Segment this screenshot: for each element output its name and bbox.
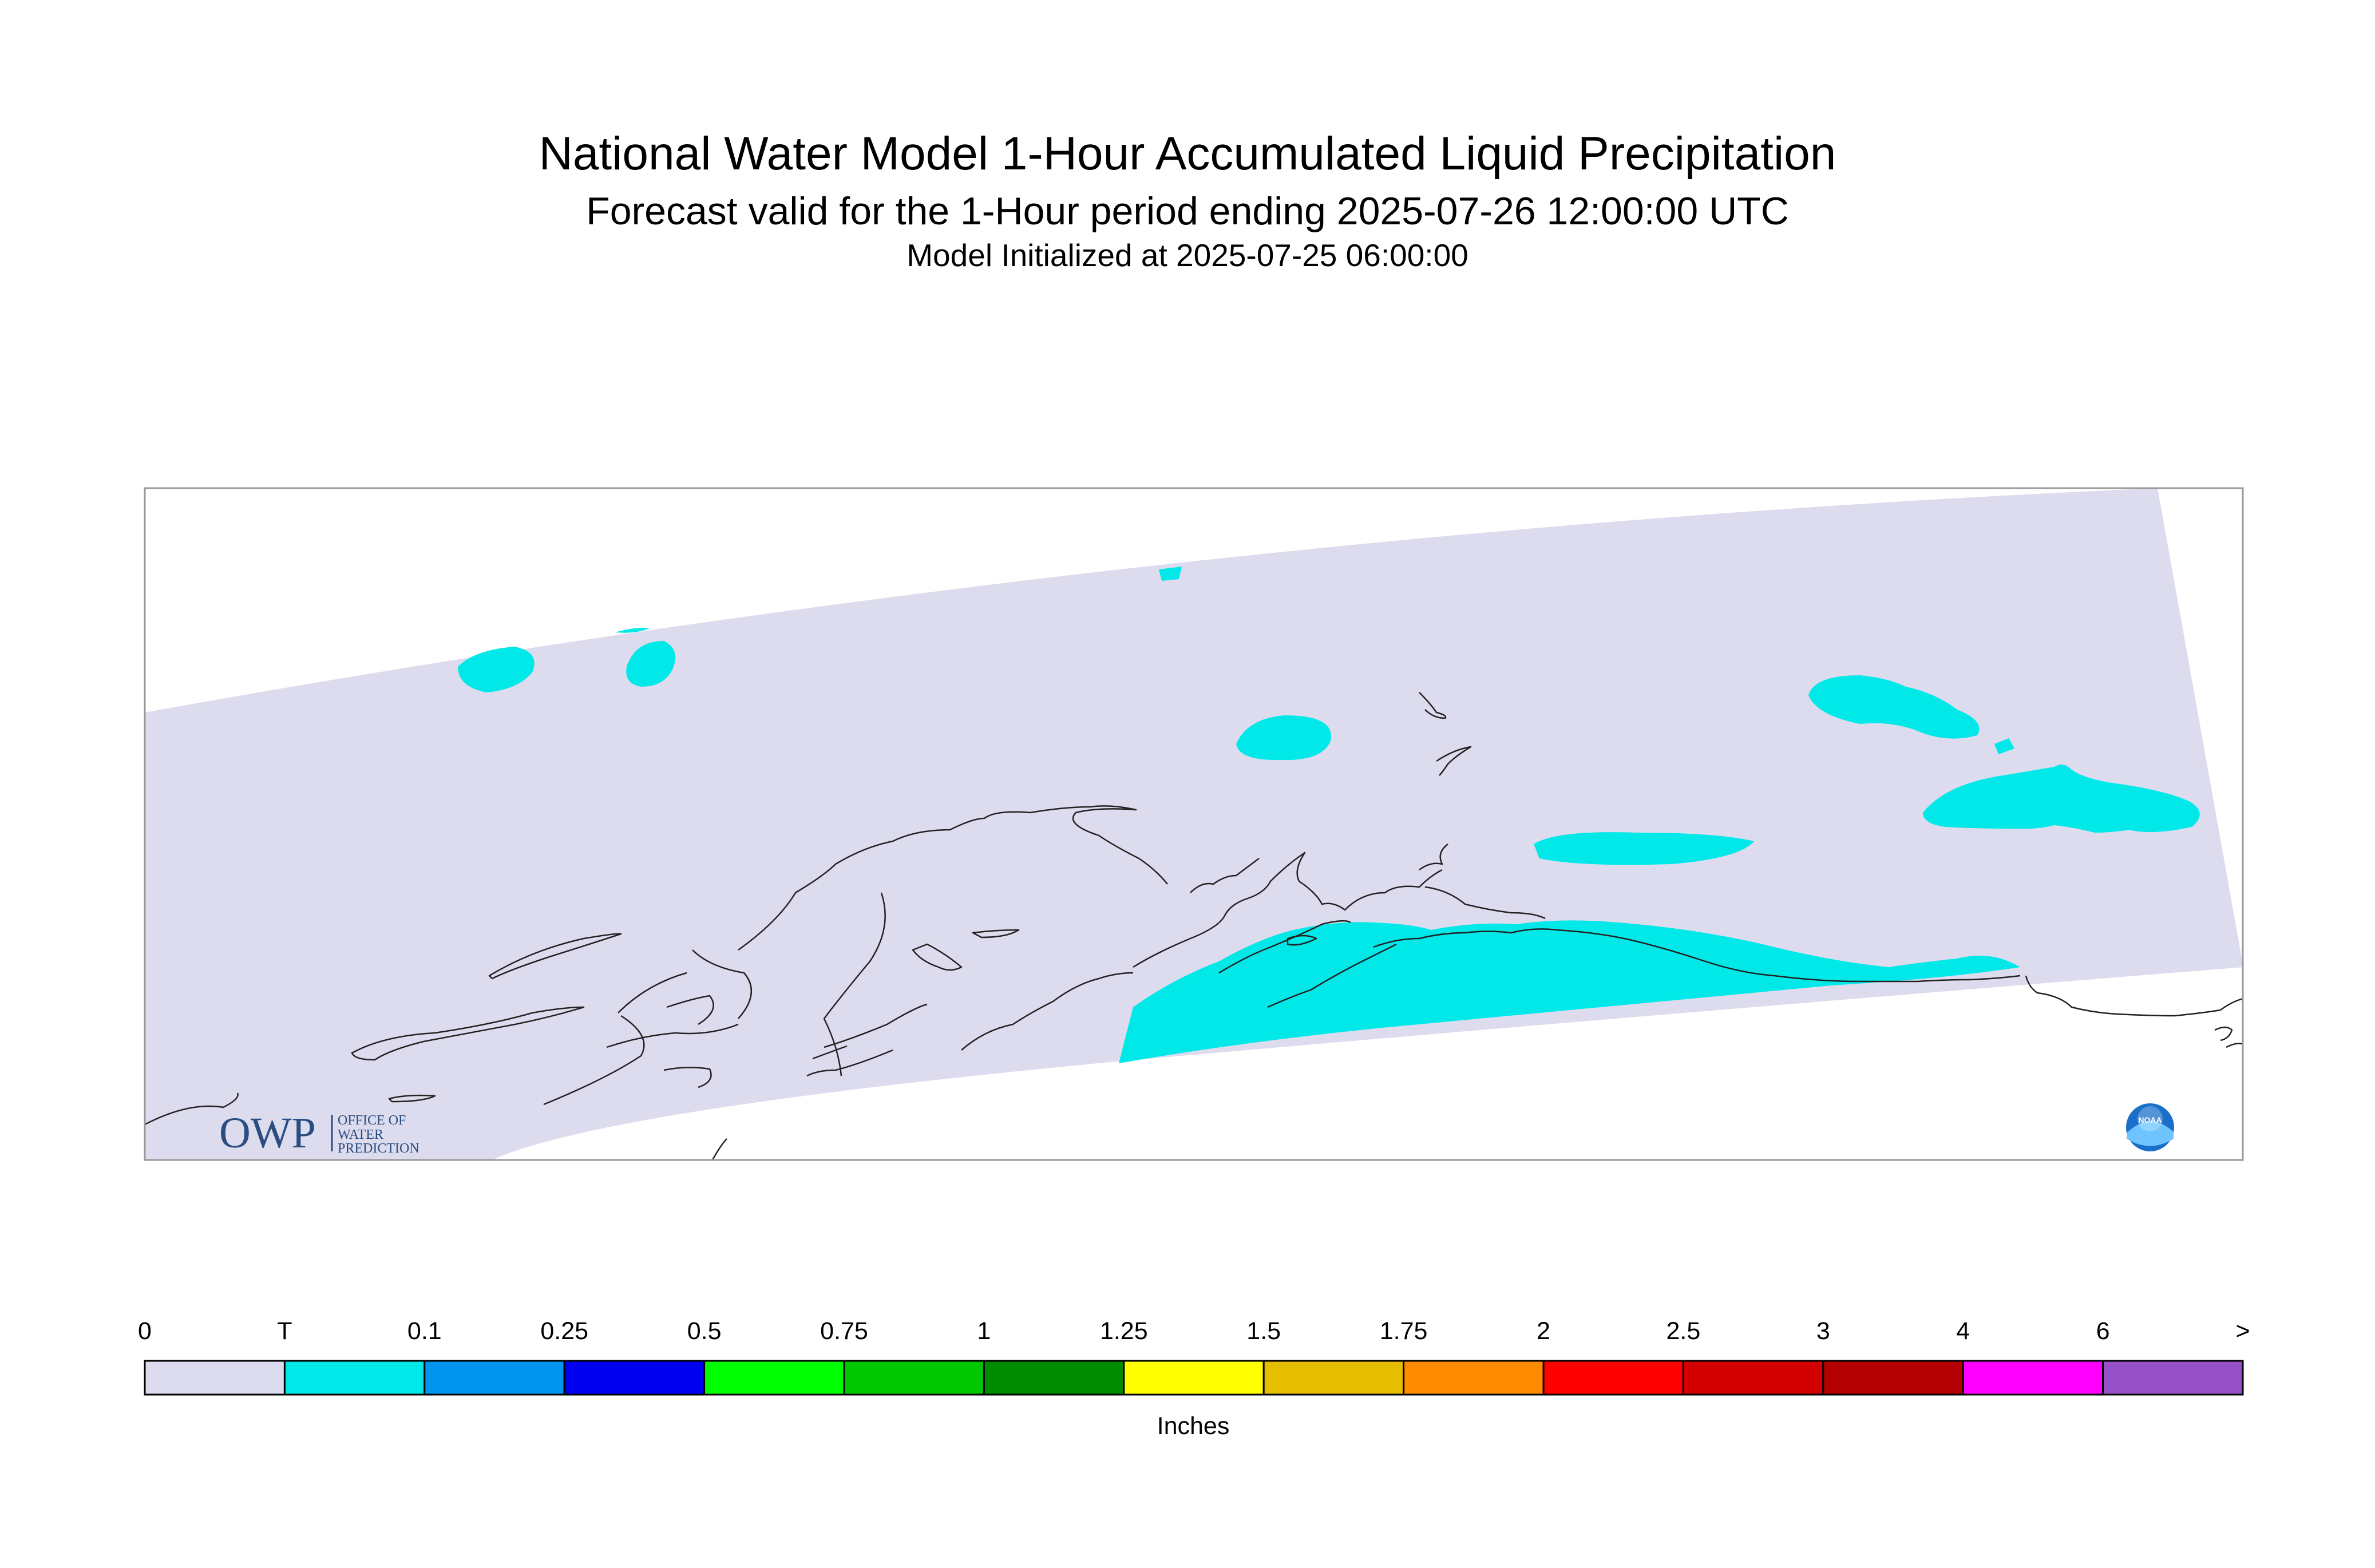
coastline [912,943,963,971]
coastline [823,892,886,1076]
coastline [711,1138,727,1160]
coastline [388,1094,436,1103]
legend-tick-label: 2 [1537,1317,1550,1345]
model-domain-area [145,488,2243,1160]
coastline [812,1045,848,1060]
coastline [1133,852,1443,968]
owp-logo: OWP OFFICE OF WATER PREDICTION [219,1109,419,1157]
precip-area [615,628,650,633]
coastline [351,1006,585,1061]
coastline [1190,858,1260,893]
legend-swatch [1262,1360,1405,1396]
model-init-label: Model Initialized at 2025-07-25 06:00:00 [907,237,1468,273]
legend-tick-label: > [2235,1317,2250,1345]
legend-swatch [1682,1360,1824,1396]
legend-tick-label: 1.25 [1099,1317,1148,1345]
svg-text:WATER: WATER [338,1127,383,1142]
legend-swatch [283,1360,426,1396]
coastline [1267,943,1397,1008]
precip-area [1236,715,1331,761]
legend-swatch [1403,1360,1545,1396]
svg-text:OWP: OWP [219,1109,316,1157]
legend-swatch [843,1360,985,1396]
legend-swatch [563,1360,706,1396]
legend-swatch [983,1360,1125,1396]
legend-swatch [1123,1360,1265,1396]
legend-tick-label: 2.5 [1666,1317,1701,1345]
coastline [2214,1026,2233,1042]
precip-area [1119,920,2020,1063]
legend-swatch [1962,1360,2104,1396]
coastline [824,1003,928,1048]
coastline [1436,746,1472,776]
map-title: National Water Model 1-Hour Accumulated … [539,128,1836,180]
coastline [806,1049,893,1077]
map-subtitle: Forecast valid for the 1-Hour period end… [586,189,1789,233]
precip-area [1159,567,1182,581]
coastline [961,972,1134,1051]
coastline [488,933,622,980]
svg-text:PREDICTION: PREDICTION [338,1141,419,1156]
legend-tick-label: 1.75 [1379,1317,1428,1345]
coastline [2025,975,2221,1017]
trace-precip-areas [458,567,2200,1063]
legend-swatch [2102,1360,2244,1396]
legend-tick-label: 6 [2096,1317,2110,1345]
legend-tick-label: 4 [1956,1317,1970,1345]
precip-area [1534,832,1754,865]
legend-tick-label: 0.5 [687,1317,722,1345]
legend-swatch [1822,1360,1964,1396]
coastline [1287,935,1317,946]
coastlines [145,692,2243,1160]
map-frame [144,487,2244,1161]
coastline [692,949,753,1019]
legend-swatch [423,1360,565,1396]
coastline [543,1015,645,1106]
coastline [2226,1043,2243,1048]
legend-tick-label: 3 [1816,1317,1830,1345]
legend-tick-label: T [277,1317,292,1345]
legend-swatch [144,1360,286,1396]
legend-unit-label: Inches [1157,1412,1230,1440]
legend-tick-label: 1.5 [1246,1317,1281,1345]
coastline [1419,844,1448,871]
coastline [1419,692,1447,719]
svg-text:OFFICE OF: OFFICE OF [338,1113,406,1128]
legend-tick-label: 0.75 [820,1317,868,1345]
coastline [738,805,1168,951]
coastline [145,1092,239,1126]
legend-tick-label: 0.1 [407,1317,442,1345]
legend-swatch [703,1360,845,1396]
coastline [663,1067,712,1088]
coastline [606,1023,739,1048]
noaa-logo: NOAA [2126,1103,2174,1151]
coastline [2220,997,2243,1011]
coastline [1424,886,1546,920]
legend-tick-label: 0.25 [540,1317,589,1345]
coastline [618,972,687,1013]
legend-color-bar [144,1360,2244,1396]
precip-area [626,641,675,687]
coastline [1373,928,2021,983]
precip-area [1923,765,2200,833]
precip-area [458,647,535,692]
legend-tick-label: 1 [977,1317,991,1345]
precip-area [1994,738,2014,754]
legend-swatch [1542,1360,1684,1396]
coastline [666,995,714,1025]
coastline [972,929,1020,939]
legend-tick-label: 0 [138,1317,152,1345]
svg-text:NOAA: NOAA [2138,1115,2162,1124]
precip-area [1808,675,1980,739]
